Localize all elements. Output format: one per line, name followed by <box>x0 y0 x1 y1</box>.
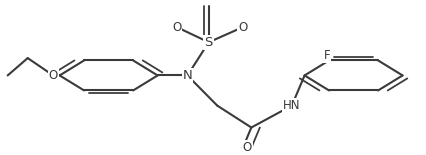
Text: F: F <box>324 49 330 62</box>
Text: S: S <box>204 36 213 49</box>
Text: O: O <box>172 21 181 34</box>
Text: N: N <box>183 69 192 82</box>
Text: O: O <box>238 21 248 34</box>
Text: O: O <box>242 141 252 154</box>
Text: O: O <box>49 69 58 82</box>
Text: HN: HN <box>283 99 301 112</box>
